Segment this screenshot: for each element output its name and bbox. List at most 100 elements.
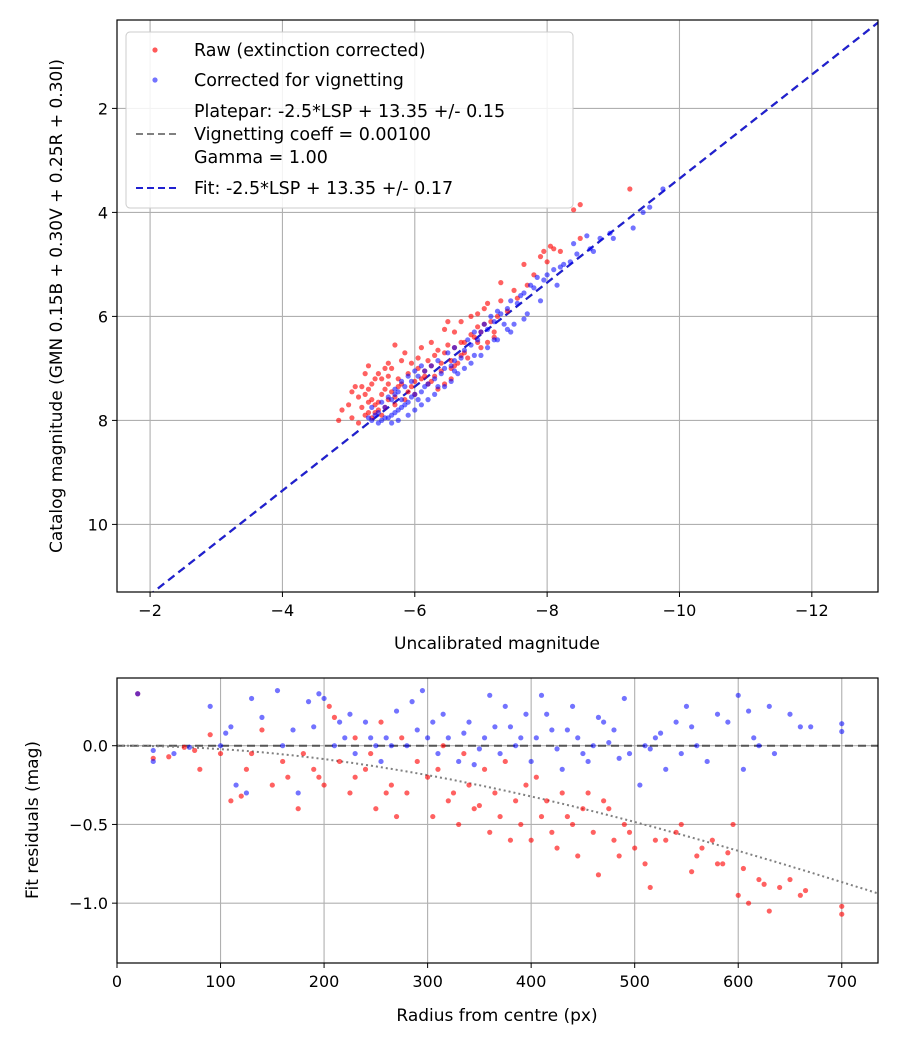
raw-point [379,391,385,397]
top-x-tick-label: −6 [403,601,427,620]
raw-point [349,389,355,395]
corrected-point [544,272,550,278]
raw-point [533,774,539,780]
corrected-point [435,358,441,364]
corrected-point [567,259,573,265]
raw-point [440,743,446,749]
top-x-tick-label: −12 [795,601,829,620]
legend-fit-label: Fit: -2.5*LSP + 13.35 +/- 0.17 [194,179,453,199]
corrected-point [451,368,458,374]
raw-point [378,719,384,725]
raw-point [300,750,306,757]
raw-point [369,397,375,403]
corrected-point [647,746,653,752]
raw-point [382,365,388,371]
corrected-point [337,719,343,725]
corrected-point [461,365,468,371]
bottom-corrected-points [135,687,845,796]
raw-point [766,908,772,914]
corrected-point [595,714,602,720]
corrected-point [528,758,534,765]
raw-point [432,352,438,358]
corrected-point [544,711,550,717]
corrected-point [375,410,381,416]
corrected-point [223,730,229,736]
top-y-ticks: 2 4 6 8 10 [88,99,117,534]
raw-point [389,365,395,371]
raw-point [601,798,607,804]
top-chart: −2 −4 −6 −8 −10 −12 2 4 6 8 10 Uncalibrated magni… [47,19,879,654]
corrected-point [438,371,444,377]
corrected-point [435,750,441,757]
corrected-point [689,724,695,730]
raw-point [541,248,547,254]
raw-point [507,837,514,843]
corrected-point [475,337,481,343]
corrected-point [382,415,388,421]
bottom-raw-points [135,691,845,917]
corrected-point [756,743,762,749]
corrected-point [402,384,408,390]
raw-point [388,782,394,788]
corrected-point [295,790,301,796]
corrected-point [537,298,544,304]
raw-point [373,806,379,812]
corrected-point [461,347,468,353]
corrected-point [290,727,296,733]
raw-point [368,750,374,757]
raw-point [647,884,653,891]
raw-point [465,355,471,361]
corrected-point [347,711,353,717]
raw-point [458,319,464,325]
corrected-point [478,352,484,358]
legend-corrected-marker [152,77,158,83]
top-x-tick-label: −2 [138,601,162,620]
corrected-point [398,397,405,403]
corrected-point [601,719,607,725]
corrected-point [385,394,391,400]
raw-point [445,319,451,325]
raw-point [228,798,234,804]
raw-point [761,881,767,887]
corrected-point [484,345,491,351]
corrected-point [445,735,451,741]
corrected-point [375,420,381,426]
corrected-point [428,363,434,369]
corrected-point [683,703,690,709]
corrected-point [663,766,669,772]
corrected-point [243,790,250,796]
raw-point [259,727,265,733]
raw-point [709,837,715,843]
corrected-point [766,703,772,709]
raw-point [678,821,684,828]
corrected-point [751,735,757,741]
corrected-point [408,378,415,384]
corrected-point [492,724,498,730]
raw-point [355,420,362,426]
corrected-point [415,373,421,379]
raw-point [564,813,570,820]
corrected-point [471,329,477,335]
corrected-point [392,391,398,397]
raw-point [365,386,372,392]
raw-point [528,837,534,843]
corrected-point [425,397,431,403]
raw-point [321,782,327,788]
bottom-x-tick-label: 0 [112,972,122,991]
raw-point [399,735,405,741]
raw-point [207,732,213,738]
raw-point [402,350,408,356]
corrected-point [502,703,508,709]
raw-point [569,821,576,828]
raw-point [362,371,368,377]
corrected-point [432,391,438,397]
raw-point [575,853,581,859]
corrected-point [259,714,265,720]
corrected-point [465,337,471,343]
top-y-tick-label: 2 [98,99,108,118]
corrected-point [508,298,514,304]
legend-gamma-label: Gamma = 1.00 [194,148,328,168]
corrected-point [419,687,426,694]
raw-point [475,324,481,330]
corrected-point [652,735,658,741]
